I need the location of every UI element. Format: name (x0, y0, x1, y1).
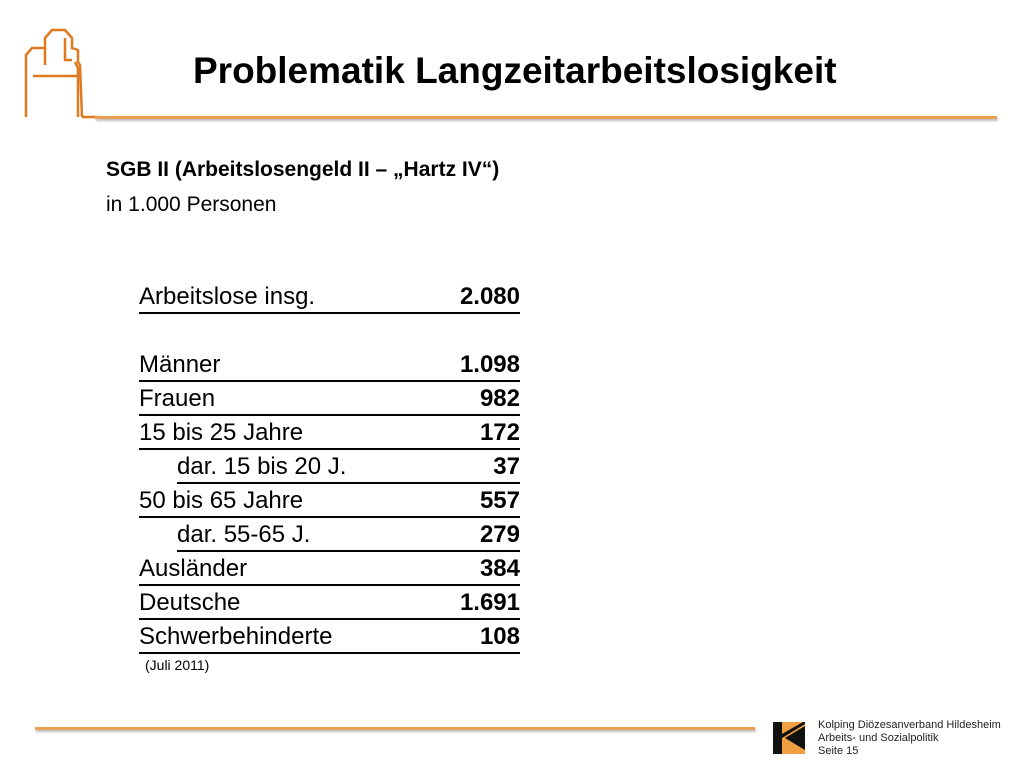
subtitle: SGB II (Arbeitslosengeld II – „Hartz IV“… (106, 158, 500, 181)
row-label: Ausländer (139, 555, 248, 582)
row-label: dar. 15 bis 20 J. (177, 453, 347, 480)
table-row: Schwerbehinderte 108 (139, 622, 520, 654)
row-value: 2.080 (459, 283, 520, 310)
table-row: 15 bis 25 Jahre 172 (139, 418, 520, 450)
page-title: Problematik Langzeitarbeitslosigkeit (193, 50, 837, 91)
page-number: Seite 15 (818, 745, 859, 757)
row-label: Männer (139, 351, 221, 378)
row-value: 1.691 (459, 589, 520, 616)
table-row: Männer 1.098 (139, 350, 520, 382)
title-divider (95, 116, 997, 119)
table-row: Deutsche 1.691 (139, 588, 520, 620)
table-row: dar. 15 bis 20 J. 37 (177, 452, 520, 484)
unit-label: in 1.000 Personen (106, 193, 277, 216)
footer-divider (35, 727, 755, 730)
row-value: 384 (479, 555, 520, 582)
row-value: 108 (479, 623, 520, 650)
row-label: Arbeitslose insg. (139, 283, 316, 310)
row-label: Frauen (139, 385, 216, 412)
row-value: 982 (479, 385, 520, 412)
row-value: 279 (479, 521, 520, 548)
footer-department: Arbeits- und Sozialpolitik (818, 732, 939, 744)
table-row: Ausländer 384 (139, 554, 520, 586)
footer-organization: Kolping Diözesanverband Hildesheim (818, 719, 1001, 731)
row-value: 1.098 (459, 351, 520, 378)
row-value: 557 (479, 487, 520, 514)
table-row: Frauen 982 (139, 384, 520, 416)
table-row: 50 bis 65 Jahre 557 (139, 486, 520, 518)
row-label: Deutsche (139, 589, 241, 616)
row-label: 50 bis 65 Jahre (139, 487, 304, 514)
row-label: Schwerbehinderte (139, 623, 333, 650)
table-row: dar. 55-65 J. 279 (177, 520, 520, 552)
row-value: 37 (493, 453, 520, 480)
footer-text: Kolping Diözesanverband Hildesheim Arbei… (818, 719, 1001, 758)
date-note: (Juli 2011) (145, 657, 210, 673)
row-label: dar. 55-65 J. (177, 521, 311, 548)
kolping-logo-icon (773, 722, 805, 754)
row-label: 15 bis 25 Jahre (139, 419, 304, 446)
table-row: Arbeitslose insg. 2.080 (139, 282, 520, 314)
row-value: 172 (479, 419, 520, 446)
building-logo-icon (24, 28, 100, 119)
